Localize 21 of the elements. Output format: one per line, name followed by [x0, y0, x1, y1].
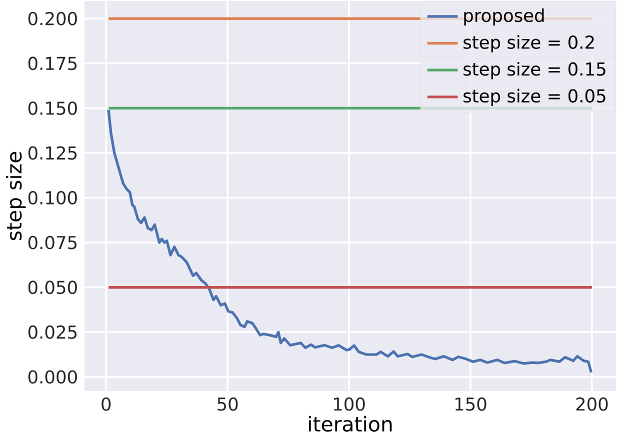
- y-tick-label: 0.150: [28, 102, 77, 116]
- y-tick-label: 0.125: [28, 146, 77, 160]
- x-tick-label: 50: [218, 398, 238, 411]
- legend-label: step size = 0.05: [464, 89, 606, 106]
- x-axis-title: iteration: [309, 416, 392, 432]
- x-tick-label: 100: [334, 398, 365, 411]
- x-tick-label: 200: [576, 398, 608, 411]
- y-tick-label: 0.000: [28, 370, 77, 384]
- y-tick-label: 0.175: [28, 56, 77, 70]
- line-series: [107, 108, 593, 374]
- legend-label: proposed: [464, 8, 544, 26]
- x-tick-label: 0: [102, 398, 111, 411]
- x-tick-label: 150: [455, 398, 486, 411]
- y-tick-label: 0.100: [28, 191, 77, 205]
- y-tick-label: 0.200: [28, 12, 77, 26]
- y-tick-label: 0.050: [28, 280, 77, 294]
- y-axis-title: step size: [6, 152, 26, 240]
- legend-label: step size = 0.15: [464, 62, 606, 80]
- y-tick-label: 0.075: [28, 236, 77, 250]
- legend-label: step size = 0.2: [464, 35, 594, 53]
- y-tick-label: 0.025: [28, 326, 77, 340]
